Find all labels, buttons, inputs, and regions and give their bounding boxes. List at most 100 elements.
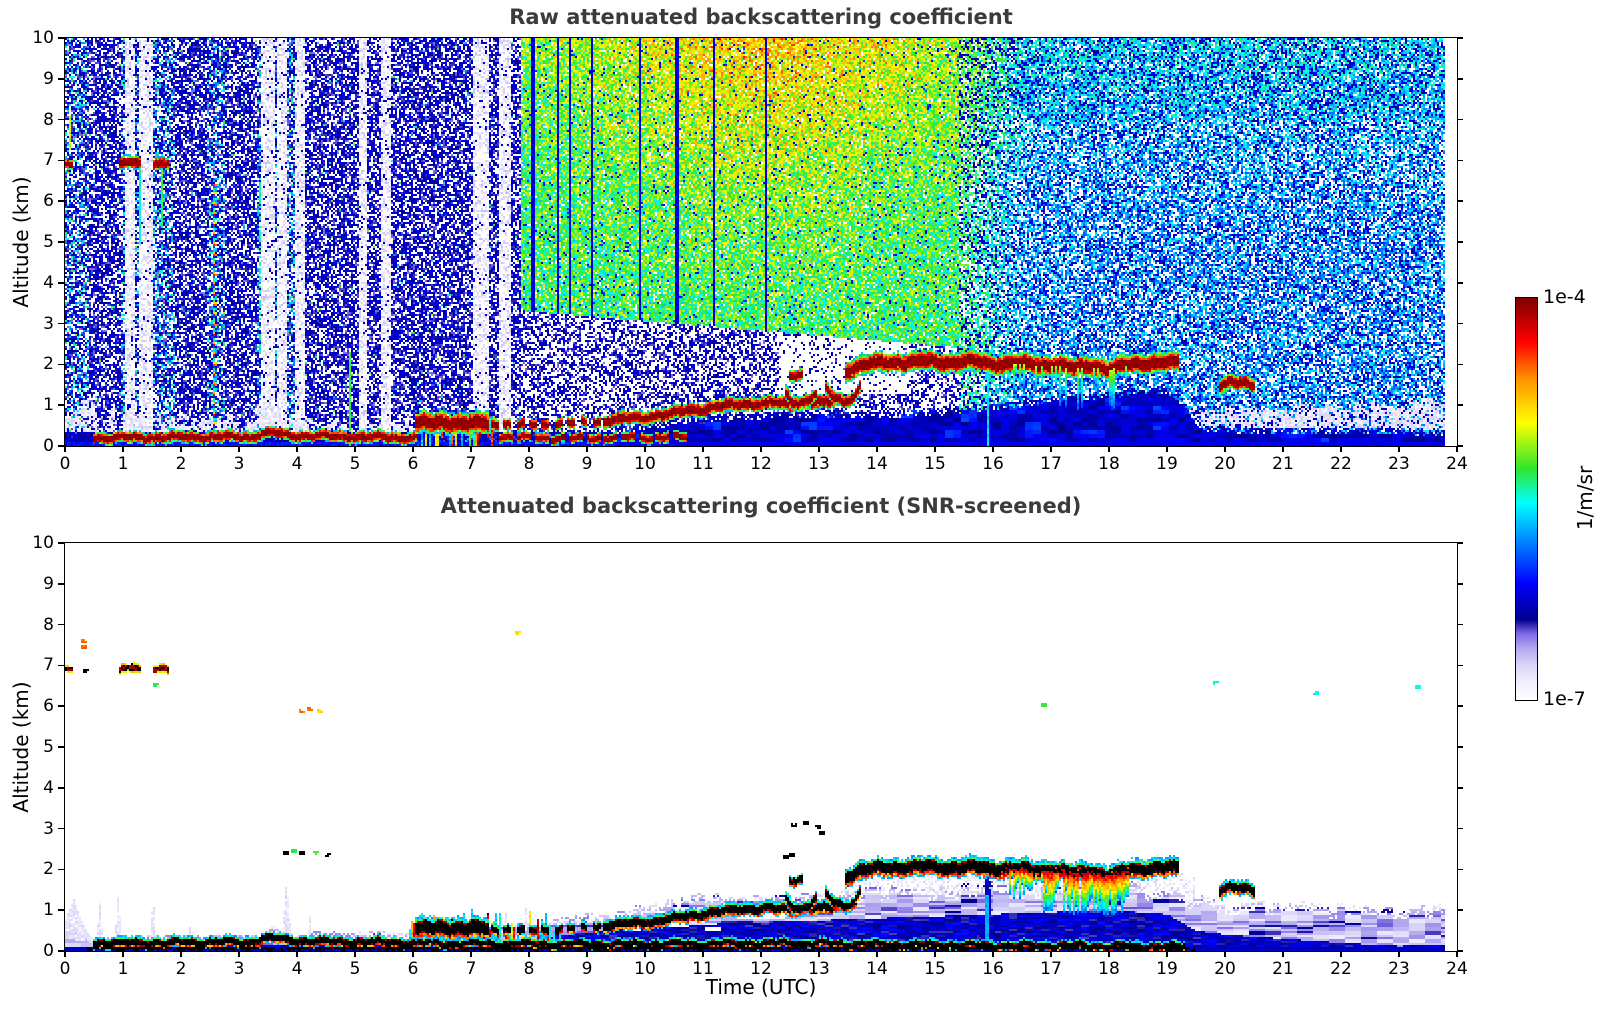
x-tick (354, 951, 356, 957)
x-tick (702, 446, 704, 452)
x-tick-label: 23 (1388, 959, 1410, 979)
x-tick (354, 446, 356, 452)
panel1-title: Raw attenuated backscattering coefficien… (509, 5, 1013, 29)
x-tick-label: 5 (349, 959, 361, 979)
y-tick (1457, 37, 1463, 39)
x-tick (1398, 951, 1400, 957)
x-tick (1050, 951, 1052, 957)
x-tick (238, 951, 240, 957)
panel2-title: Attenuated backscattering coefficient (S… (440, 494, 1082, 518)
x-tick (180, 951, 182, 957)
y-tick (58, 445, 65, 447)
y-tick-label: 2 (43, 859, 54, 880)
x-tick-label: 2 (175, 454, 187, 474)
x-tick (586, 951, 588, 957)
x-tick-label: 19 (1156, 959, 1178, 979)
x-tick-label: 3 (233, 959, 245, 979)
x-tick (818, 951, 820, 957)
x-tick-label: 16 (982, 454, 1004, 474)
x-tick (528, 951, 530, 957)
x-tick-label: 9 (581, 959, 593, 979)
y-tick-label: 1 (43, 900, 54, 921)
colorbar-unit-label: 1/m/sr (1573, 465, 1597, 531)
x-tick-label: 20 (1214, 454, 1236, 474)
y-tick (58, 950, 65, 952)
x-tick (1398, 446, 1400, 452)
y-tick (1457, 705, 1463, 707)
y-tick (58, 746, 65, 748)
x-tick (64, 446, 66, 452)
y-tick (1457, 868, 1463, 871)
x-tick (528, 446, 530, 452)
y-tick (1457, 787, 1463, 789)
x-tick (586, 446, 588, 452)
x-tick (1108, 446, 1110, 452)
y-tick (1457, 583, 1463, 585)
y-tick-label: 7 (43, 150, 54, 171)
x-tick-label: 21 (1272, 454, 1294, 474)
x-tick (1282, 951, 1284, 957)
y-tick (58, 868, 65, 871)
x-tick-label: 7 (465, 959, 477, 979)
x-tick-label: 21 (1272, 959, 1294, 979)
x-tick-label: 0 (59, 959, 71, 979)
y-tick (58, 363, 65, 366)
x-axis-label: Time (UTC) (705, 975, 817, 999)
x-tick (1166, 951, 1168, 957)
x-tick (644, 951, 646, 957)
y-tick-label: 9 (43, 573, 54, 594)
x-tick-label: 15 (924, 454, 946, 474)
x-tick-label: 22 (1330, 454, 1352, 474)
y-tick (1457, 664, 1463, 667)
y-tick (1457, 200, 1463, 202)
y-tick (58, 542, 65, 544)
x-tick-label: 0 (59, 454, 71, 474)
y-tick-label: 10 (32, 28, 54, 48)
y-tick (1457, 282, 1463, 284)
y-tick (1457, 623, 1463, 626)
x-tick (238, 446, 240, 452)
x-tick-label: 10 (634, 959, 656, 979)
x-tick (1456, 951, 1458, 957)
raw-backscatter-heatmap (65, 38, 1457, 446)
y-tick (58, 159, 65, 162)
y-tick-label: 8 (43, 614, 54, 635)
y-tick (1457, 827, 1463, 830)
x-tick-label: 14 (866, 454, 888, 474)
x-tick (296, 951, 298, 957)
y-tick (58, 583, 65, 585)
y-tick (58, 404, 65, 406)
y-tick-label: 3 (43, 818, 54, 839)
y-tick-label: 5 (43, 232, 54, 252)
x-tick-label: 11 (692, 454, 714, 474)
colorbar-min-label: 1e-7 (1543, 688, 1586, 710)
x-tick (470, 446, 472, 452)
y-tick-label: 0 (43, 436, 54, 456)
x-tick-label: 16 (982, 959, 1004, 979)
y-tick (1457, 542, 1463, 544)
x-tick (760, 446, 762, 452)
x-tick (296, 446, 298, 452)
y-tick-label: 4 (43, 777, 54, 798)
x-tick (992, 446, 994, 452)
y-tick (58, 664, 65, 667)
colorbar-max-label: 1e-4 (1543, 286, 1586, 308)
x-tick-label: 11 (692, 959, 714, 979)
x-tick (470, 951, 472, 957)
x-tick (1340, 951, 1342, 957)
y-tick (58, 37, 65, 39)
x-tick-label: 3 (233, 454, 245, 474)
x-tick (876, 446, 878, 452)
x-tick-label: 20 (1214, 959, 1236, 979)
y-tick (1457, 746, 1463, 748)
y-tick-label: 3 (43, 313, 54, 334)
x-tick-label: 24 (1446, 959, 1468, 979)
x-tick (1456, 446, 1458, 452)
x-tick (1108, 951, 1110, 957)
colorbar-gradient (1516, 298, 1537, 700)
y-tick (1457, 950, 1463, 952)
x-tick (1224, 446, 1226, 452)
y-tick (58, 623, 65, 626)
x-tick (934, 951, 936, 957)
